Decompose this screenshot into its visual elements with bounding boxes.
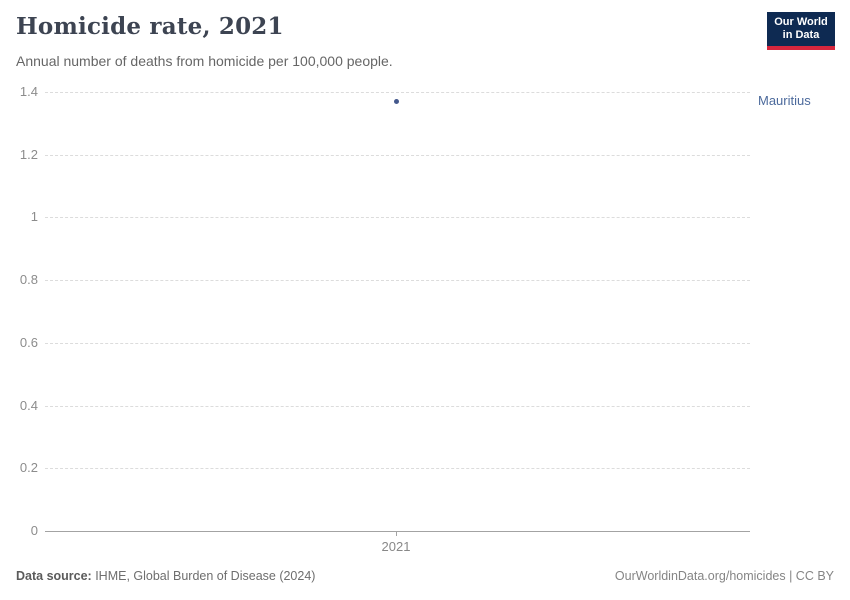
- x-tick-mark: [396, 531, 397, 536]
- y-gridline: [45, 217, 750, 219]
- y-tick-label: 1: [30, 209, 38, 225]
- entity-label-mauritius[interactable]: Mauritius: [758, 93, 811, 109]
- y-gridline: [45, 405, 750, 407]
- y-tick-label: 1.2: [19, 146, 38, 162]
- chart-subtitle: Annual number of deaths from homicide pe…: [16, 53, 393, 69]
- data-point-mauritius[interactable]: [393, 98, 399, 104]
- owid-logo-line1: Our World: [774, 16, 828, 28]
- y-tick-label: 0.4: [19, 397, 38, 413]
- y-tick-label: 0.6: [19, 334, 38, 350]
- data-source-text: IHME, Global Burden of Disease (2024): [91, 569, 316, 583]
- x-tick-label: 2021: [381, 539, 411, 554]
- attribution-link[interactable]: OurWorldinData.org/homicides | CC BY: [614, 569, 834, 583]
- data-source-label: Data source:: [16, 569, 92, 583]
- page-title: Homicide rate, 2021: [16, 13, 284, 40]
- y-tick-label: 0.8: [19, 272, 38, 288]
- data-source-note: Data source: IHME, Global Burden of Dise…: [16, 569, 315, 583]
- x-axis-line: [45, 531, 750, 532]
- owid-logo-line2: in Data: [782, 29, 820, 41]
- y-gridline: [45, 280, 750, 282]
- y-gridline: [45, 154, 750, 156]
- y-gridline: [45, 342, 750, 344]
- y-gridline: [45, 92, 750, 93]
- y-tick-label: 0: [30, 523, 38, 538]
- owid-logo[interactable]: Our World in Data: [767, 12, 835, 50]
- y-tick-label: 1.4: [19, 84, 38, 99]
- y-gridline: [45, 468, 750, 470]
- y-tick-label: 0.2: [19, 460, 38, 476]
